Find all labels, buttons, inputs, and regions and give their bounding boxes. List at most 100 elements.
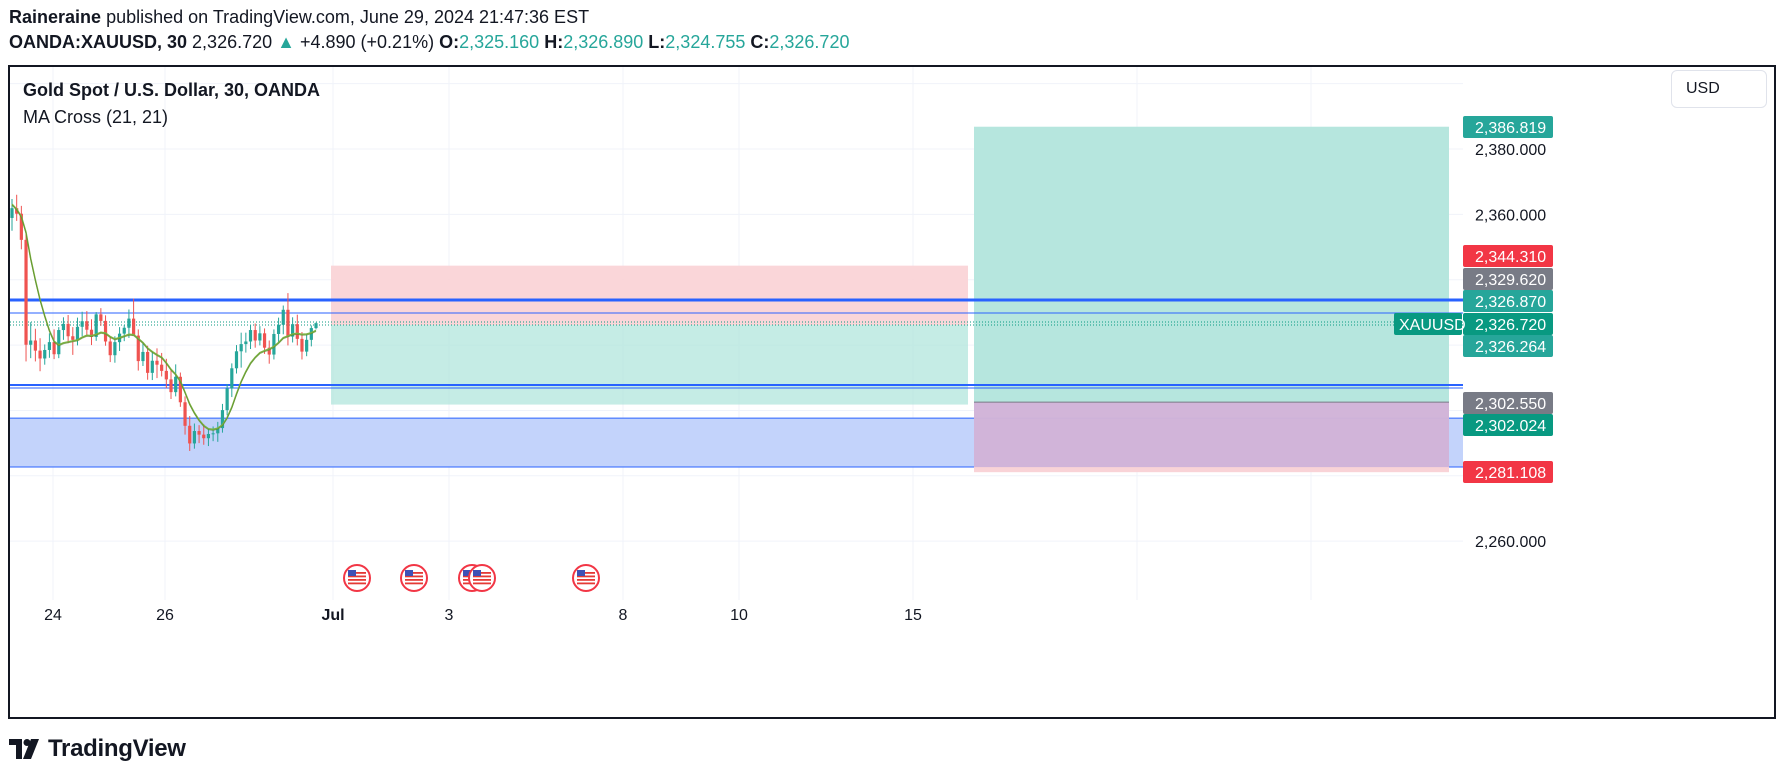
candle-body (174, 376, 178, 393)
author-name: Raineraine (9, 7, 102, 27)
candle-body (314, 323, 318, 329)
tradingview-logo: TradingView (9, 735, 186, 763)
symbol-tag: XAUUSD (1399, 317, 1466, 334)
x-axis-tick-label: 24 (44, 607, 62, 624)
flag-stripe (473, 579, 491, 581)
price-label-bg (1463, 313, 1553, 335)
flag-ring (468, 564, 496, 592)
y-axis-tick-label: 2,380.000 (1475, 142, 1546, 159)
candle-body (305, 339, 309, 352)
open-label: O: (439, 32, 460, 52)
candle-body (160, 364, 164, 371)
candle-body (248, 330, 253, 342)
candle-body (281, 309, 285, 325)
close-label: C: (750, 32, 770, 52)
price-label-bg (1463, 290, 1553, 312)
candle-body (71, 336, 75, 340)
candle-body (188, 425, 192, 444)
flag-stripe (577, 582, 595, 585)
us-flag-icon[interactable] (400, 564, 428, 592)
tradingview-logo-icon (9, 739, 39, 759)
candle-body (258, 333, 262, 341)
us-flag-icon[interactable] (572, 564, 600, 592)
x-axis-tick-label: 26 (156, 607, 174, 624)
price-chart[interactable]: 2,380.000 2,360.000 2,260.000 24 26 Jul 3 8 10 1… (10, 67, 1775, 717)
candle-body (61, 323, 66, 331)
x-axis-tick-label: 8 (619, 607, 628, 624)
price-label-bg (1463, 461, 1553, 483)
short-position-target-zone[interactable] (331, 325, 968, 405)
short-position-stop-zone[interactable] (331, 265, 968, 326)
price-change: +4.890 (+0.21%) (299, 32, 435, 52)
high-label: H: (544, 32, 564, 52)
candle-body (38, 350, 42, 359)
price-label: 2,281.108 (1475, 465, 1546, 482)
candle-body (295, 324, 299, 339)
candle-body (99, 314, 103, 321)
candle-body (206, 433, 211, 439)
candle-body (300, 338, 304, 352)
x-axis-tick-label: 15 (904, 607, 922, 624)
candle-body (216, 428, 220, 434)
symbol-tag-bg (1394, 313, 1462, 335)
long-position-target-zone[interactable] (974, 126, 1449, 403)
currency-button[interactable]: USD (1671, 70, 1767, 108)
flag-stripe (473, 582, 491, 585)
candle-body (33, 340, 37, 351)
legend-title: Gold Spot / U.S. Dollar, 30, OANDA (23, 80, 321, 100)
flag-stripe (405, 572, 423, 574)
publish-info: Raineraine published on TradingView.com,… (9, 7, 589, 28)
x-axis-tick-label: 3 (445, 607, 454, 624)
flag-canton (577, 570, 585, 576)
long-position-overlap-zone[interactable] (974, 402, 1449, 467)
candle-body (239, 344, 243, 352)
candle-body (169, 379, 173, 393)
candle-body (24, 239, 28, 345)
ma-fast-line (11, 203, 317, 431)
price-label: 2,302.024 (1475, 418, 1546, 435)
flag-stripe (473, 572, 491, 574)
candle-body (19, 213, 23, 240)
chart-legend: Gold Spot / U.S. Dollar, 30, OANDA MA Cr… (23, 80, 320, 128)
candle-body (234, 351, 239, 369)
flag-stripe (405, 582, 423, 585)
flag-stripe (473, 575, 491, 578)
x-axis-tick-label: 10 (730, 607, 748, 624)
candle-body (29, 340, 33, 345)
us-flag-icon[interactable] (343, 564, 371, 592)
candle-body (192, 431, 196, 444)
candle-body (220, 410, 225, 429)
low-label: L: (648, 32, 666, 52)
candle-body (103, 320, 108, 342)
flag-canton (348, 570, 356, 576)
candle-body (225, 388, 229, 411)
candle-body (113, 342, 117, 356)
y-axis-tick-label: 2,260.000 (1475, 534, 1546, 551)
candle-body (197, 431, 201, 435)
candle-body (108, 341, 112, 356)
price-label: 2,344.310 (1475, 249, 1546, 266)
us-flag-icon[interactable] (468, 564, 496, 592)
candle-body (178, 376, 182, 403)
candle-body (272, 333, 276, 355)
legend-indicator[interactable]: MA Cross (21, 21) (23, 107, 169, 127)
flag-stripe (348, 582, 366, 585)
candle-body (89, 329, 94, 337)
candle-body (75, 326, 80, 340)
candle-body (291, 324, 295, 337)
candle-body (211, 433, 215, 435)
price-label: 2,302.550 (1475, 396, 1546, 413)
candle-body (141, 351, 145, 362)
candle-body (80, 321, 84, 327)
candle-body (10, 208, 14, 218)
close-value: 2,326.720 (769, 32, 850, 52)
x-axis-tick-label: Jul (321, 607, 344, 624)
candle-body (253, 330, 257, 341)
candle-body (183, 402, 187, 426)
candle-body (164, 370, 168, 380)
up-triangle-icon: ▲ (277, 32, 295, 52)
flag-canton (463, 570, 471, 576)
flag-stripe (577, 575, 595, 578)
y-axis-tick-label: 2,360.000 (1475, 207, 1546, 224)
candle-body (267, 347, 271, 355)
